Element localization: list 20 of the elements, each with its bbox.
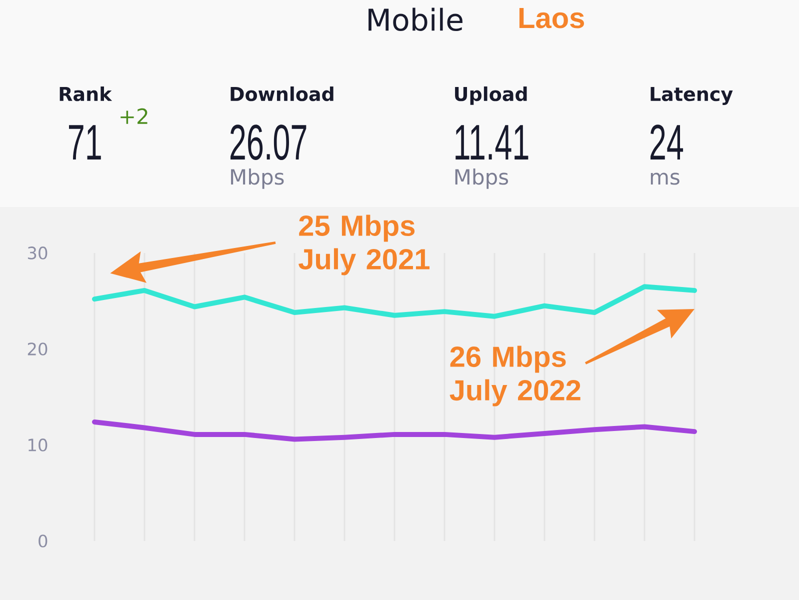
- text: 11.41: [456, 125, 528, 160]
- text: Mbps: [231, 168, 284, 189]
- chart-title: Mobile: [368, 8, 462, 32]
- y-tick-label: 0: [38, 534, 48, 548]
- text: Download: [230, 86, 334, 102]
- text: +2: [120, 108, 148, 124]
- annotation: 26 Mbps July 2022: [450, 346, 580, 406]
- text: 24: [650, 124, 684, 160]
- annotation: 25 Mbps July 2021: [298, 214, 430, 276]
- y-tick-label: 10: [28, 438, 48, 452]
- y-tick-label: 30: [28, 246, 48, 260]
- text: 26.07: [230, 124, 306, 160]
- chart-subtitle: Laos: [519, 8, 584, 28]
- text: Latency: [650, 87, 733, 105]
- text: Mbps: [455, 168, 508, 189]
- text: Rank: [60, 86, 112, 102]
- text: ms: [650, 172, 680, 185]
- y-tick-label: 20: [28, 342, 48, 356]
- text: Upload: [455, 86, 527, 105]
- text: 71: [69, 125, 101, 160]
